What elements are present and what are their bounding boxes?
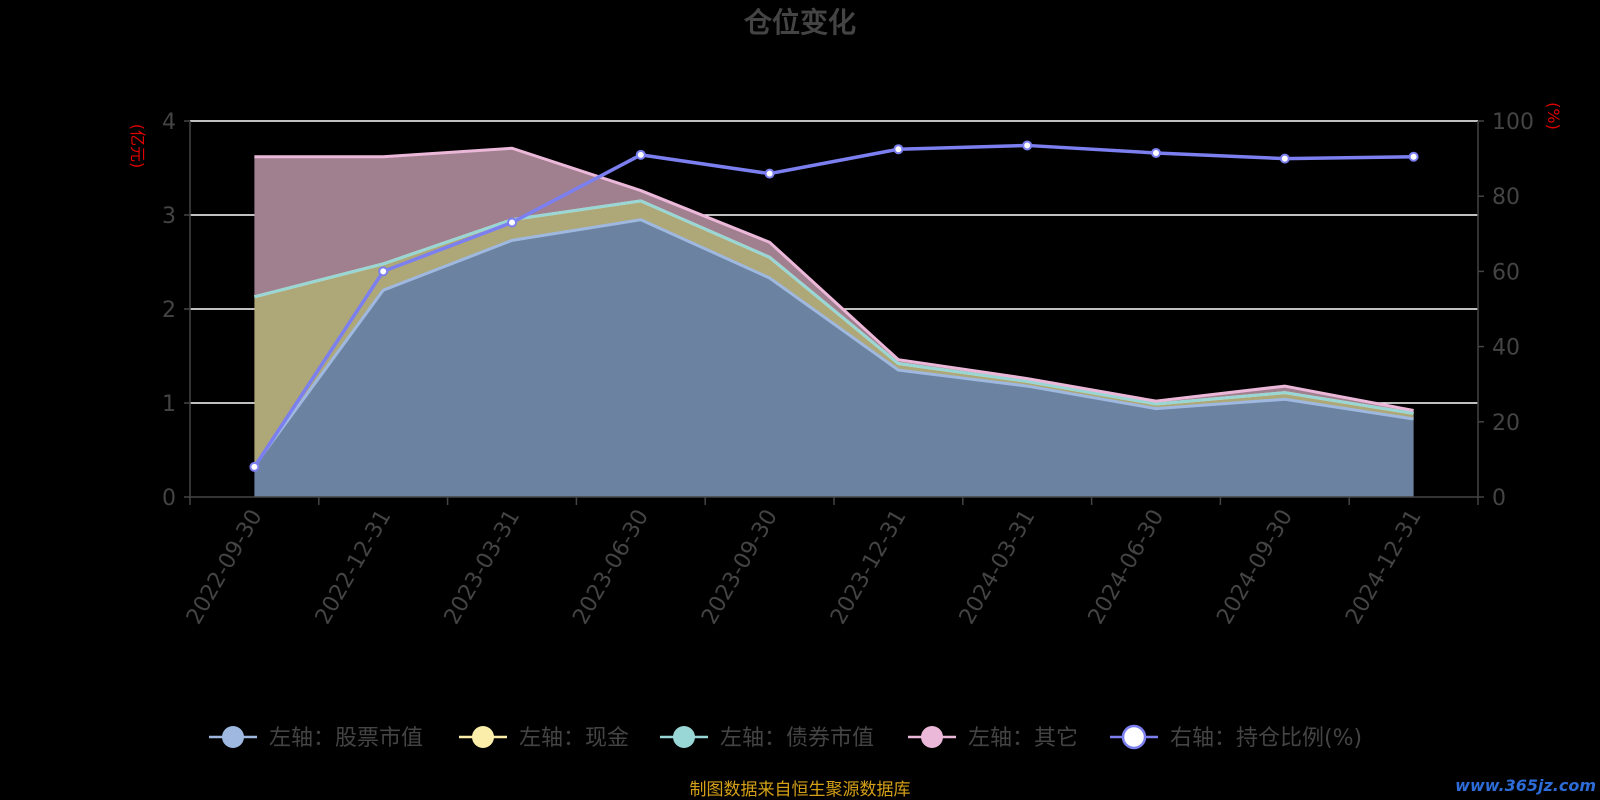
legend-label: 左轴：现金 [519, 726, 629, 751]
right-axis-tick-label: 0 [1492, 486, 1506, 511]
legend-label: 左轴：股票市值 [269, 726, 423, 751]
left-axis-tick-label: 4 [162, 110, 176, 135]
ratio-point [249, 461, 260, 472]
stacked-areas [253, 146, 1414, 497]
ratio-line-path [252, 143, 1414, 468]
legend-item: 左轴：其它 [908, 726, 1078, 751]
right-axis-unit: (%) [1544, 102, 1563, 130]
area-line-0 [253, 218, 1414, 467]
legend-marker [1121, 724, 1147, 750]
ratio-point [893, 144, 904, 155]
legend-marker [673, 726, 695, 748]
left-axis-tick-label: 2 [162, 298, 176, 323]
watermark: www.365jz.com [1455, 776, 1596, 795]
x-axis-tick-label: 2023-03-31 [440, 506, 526, 629]
legend-item: 左轴：现金 [459, 726, 629, 751]
holding-ratio-line [249, 140, 1419, 472]
legend-label: 左轴：债券市值 [720, 726, 874, 751]
right-axis-tick-label: 60 [1492, 260, 1520, 285]
ratio-point [1408, 151, 1419, 162]
x-axis-tick-label: 2023-12-31 [826, 506, 912, 629]
legend-item: 右轴：持仓比例(%) [1110, 724, 1362, 751]
x-axis-tick-label: 2022-12-31 [311, 506, 397, 629]
ratio-point [635, 149, 646, 160]
chart-title: 仓位变化 [744, 6, 856, 39]
ratio-point [507, 217, 517, 228]
right-axis-tick-label: 80 [1492, 185, 1520, 210]
legend: 左轴：股票市值 左轴：现金 左轴：债券市值 左轴：其它 右轴：持仓比例(%) [209, 724, 1362, 751]
x-axis-tick-label: 2022-09-30 [182, 506, 268, 629]
ratio-point [1151, 147, 1161, 158]
left-axis-tick-label: 0 [162, 486, 176, 511]
area-line-3 [254, 146, 1414, 412]
area-0 [254, 219, 1414, 497]
x-axis-tick-label: 2024-06-30 [1084, 506, 1170, 629]
right-axis-tick-label: 40 [1492, 336, 1520, 361]
legend-marker [222, 726, 244, 748]
ratio-point [378, 266, 389, 277]
x-axis-tick-label: 2023-09-30 [697, 506, 783, 629]
legend-item: 左轴：股票市值 [209, 726, 423, 751]
x-axis-tick-label: 2024-09-30 [1212, 506, 1298, 629]
x-axis-tick-label: 2024-12-31 [1341, 506, 1427, 629]
legend-marker [472, 726, 494, 748]
right-axis-tick-label: 20 [1492, 411, 1520, 436]
right-axis-tick-label: 100 [1492, 110, 1534, 135]
ratio-point [1279, 153, 1290, 164]
legend-label: 右轴：持仓比例(%) [1170, 726, 1362, 751]
left-axis-unit: (亿元) [128, 124, 147, 169]
ratio-point [1022, 140, 1033, 151]
legend-marker [921, 726, 943, 748]
left-axis-tick-label: 3 [162, 204, 176, 229]
x-axis-tick-label: 2023-06-30 [568, 506, 654, 629]
left-axis-tick-label: 1 [162, 392, 176, 417]
legend-item: 左轴：债券市值 [660, 726, 874, 751]
ratio-point [764, 168, 775, 179]
x-axis-tick-label: 2024-03-31 [955, 506, 1041, 629]
data-source-note: 制图数据来自恒生聚源数据库 [690, 780, 911, 800]
legend-label: 左轴：其它 [968, 726, 1078, 751]
area-line-2 [254, 199, 1414, 415]
